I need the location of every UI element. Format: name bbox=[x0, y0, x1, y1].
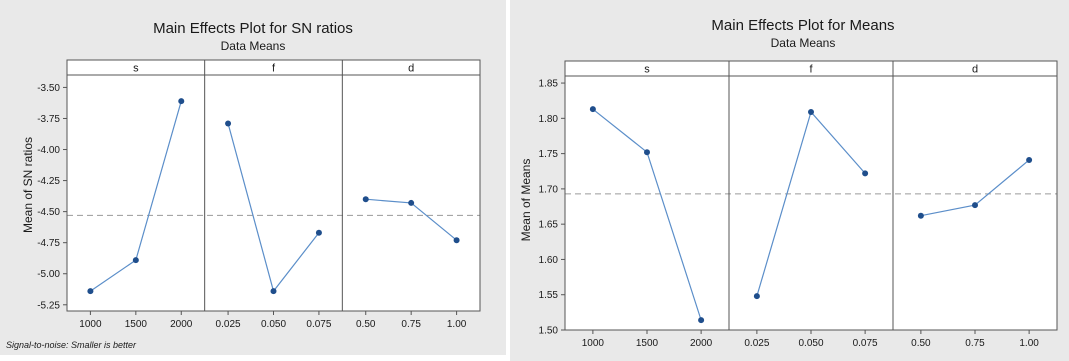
panel-label-f: f bbox=[809, 64, 813, 76]
x-tick-label: 0.075 bbox=[306, 319, 331, 330]
data-point bbox=[698, 317, 705, 324]
data-point bbox=[408, 199, 415, 206]
x-tick-label: 1.00 bbox=[447, 319, 467, 330]
x-tick-label: 1500 bbox=[636, 338, 659, 349]
y-tick-label: -5.25 bbox=[37, 300, 60, 311]
y-tick-label: -3.50 bbox=[37, 83, 60, 94]
y-tick-label: 1.55 bbox=[539, 290, 559, 301]
x-tick-label: 0.050 bbox=[798, 338, 823, 349]
data-point bbox=[453, 237, 460, 244]
data-point bbox=[178, 98, 185, 105]
x-tick-label: 1500 bbox=[125, 319, 148, 330]
data-point bbox=[87, 288, 94, 295]
x-tick-label: 0.050 bbox=[261, 319, 286, 330]
plot-frame bbox=[66, 59, 481, 312]
x-tick-label: 0.50 bbox=[356, 319, 376, 330]
means-figure: Main Effects Plot for Means Data Means M… bbox=[510, 0, 1069, 361]
x-tick-label: 2000 bbox=[170, 319, 193, 330]
chart-title: Main Effects Plot for Means bbox=[711, 17, 894, 34]
plot-frame bbox=[564, 60, 1058, 331]
data-point bbox=[917, 212, 924, 219]
plot-area bbox=[67, 60, 480, 311]
y-axis-label: Mean of SN ratios bbox=[21, 137, 35, 233]
x-tick-label: 0.50 bbox=[911, 338, 931, 349]
y-tick-label: 1.65 bbox=[539, 220, 559, 231]
sn-ratios-chart: Main Effects Plot for SN ratios Data Mea… bbox=[6, 20, 481, 350]
y-tick-label: -4.00 bbox=[37, 145, 60, 156]
y-tick-label: 1.70 bbox=[539, 184, 559, 195]
data-point bbox=[972, 202, 978, 209]
x-tick-label: 0.025 bbox=[216, 319, 241, 330]
data-point bbox=[1026, 156, 1033, 163]
y-tick-label: -4.50 bbox=[37, 207, 60, 218]
data-point bbox=[808, 108, 814, 115]
y-axis-label: Mean of Means bbox=[519, 159, 533, 242]
y-tick-label: -3.75 bbox=[37, 114, 60, 125]
data-point bbox=[644, 149, 650, 156]
panel-label-f: f bbox=[272, 63, 276, 75]
x-tick-label: 0.075 bbox=[853, 338, 878, 349]
x-tick-label: 1000 bbox=[79, 319, 102, 330]
y-tick-label: -4.25 bbox=[37, 176, 60, 187]
panel-label-s: s bbox=[644, 64, 650, 76]
data-point bbox=[753, 293, 760, 300]
data-point bbox=[589, 106, 596, 113]
y-tick-label: -5.00 bbox=[37, 269, 60, 280]
y-tick-label: 1.50 bbox=[539, 326, 559, 337]
x-tick-label: 0.025 bbox=[744, 338, 769, 349]
data-point bbox=[225, 120, 232, 127]
y-tick-label: 1.80 bbox=[539, 114, 559, 125]
data-point bbox=[270, 288, 277, 295]
plot-area bbox=[565, 61, 1057, 330]
data-point bbox=[315, 229, 322, 236]
chart-title: Main Effects Plot for SN ratios bbox=[153, 20, 353, 37]
data-point bbox=[862, 170, 869, 177]
y-tick-label: 1.75 bbox=[539, 149, 559, 160]
x-tick-label: 0.75 bbox=[401, 319, 421, 330]
panel-label-d: d bbox=[972, 64, 978, 76]
sn-ratios-figure: Main Effects Plot for SN ratios Data Mea… bbox=[0, 0, 506, 355]
x-tick-label: 0.75 bbox=[965, 338, 985, 349]
panel-label-s: s bbox=[133, 63, 139, 75]
chart-subtitle: Data Means bbox=[771, 36, 836, 50]
chart-subtitle: Data Means bbox=[221, 39, 286, 53]
footnote: Signal-to-noise: Smaller is better bbox=[6, 340, 137, 350]
x-tick-label: 1000 bbox=[582, 338, 605, 349]
x-tick-label: 2000 bbox=[690, 338, 713, 349]
y-tick-label: 1.60 bbox=[539, 255, 559, 266]
y-tick-label: 1.85 bbox=[539, 79, 559, 90]
data-point bbox=[362, 196, 369, 203]
data-point bbox=[132, 257, 139, 264]
x-tick-label: 1.00 bbox=[1019, 338, 1039, 349]
panel-label-d: d bbox=[408, 63, 414, 75]
means-chart: Main Effects Plot for Means Data Means M… bbox=[519, 17, 1058, 349]
y-tick-label: -4.75 bbox=[37, 238, 60, 249]
